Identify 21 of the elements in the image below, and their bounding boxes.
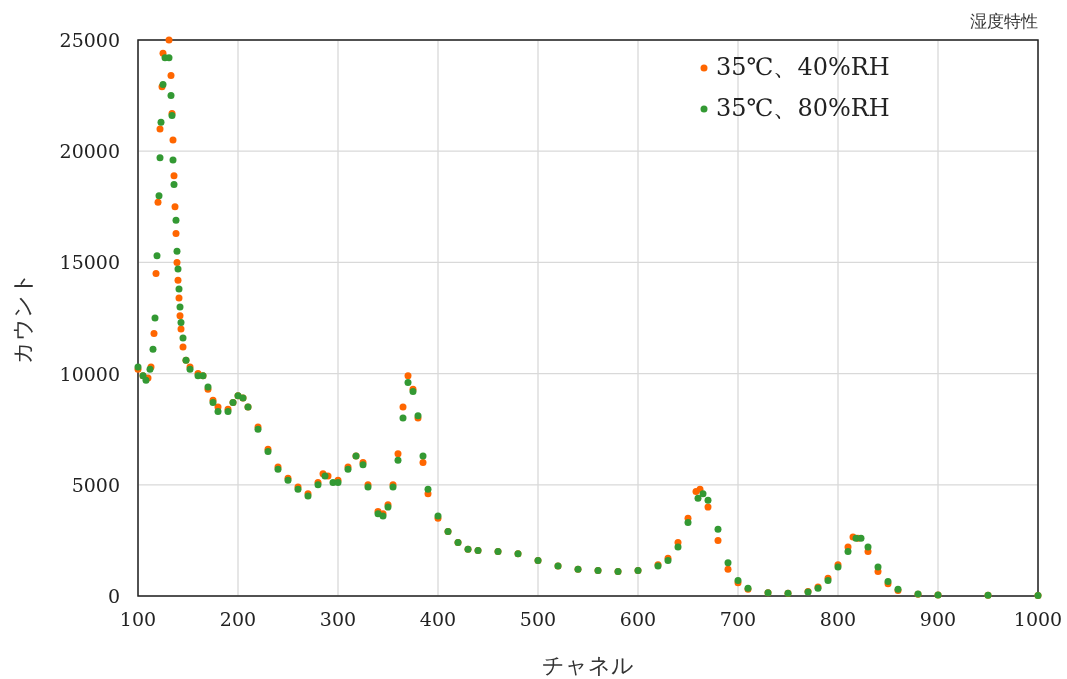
y-tick-label: 15000	[59, 251, 120, 274]
y-tick-label: 10000	[59, 362, 120, 385]
x-tick-label: 200	[219, 608, 257, 630]
x-axis-title: チャネル	[542, 653, 634, 678]
x-tick-label: 500	[519, 608, 557, 630]
x-tick-label: 1000	[1013, 608, 1063, 630]
y-tick-label: 25000	[59, 29, 120, 51]
x-tick-label: 100	[119, 608, 157, 630]
chart-title: 湿度特性	[970, 11, 1038, 31]
y-tick-label: 0	[107, 585, 120, 607]
x-tick-label: 700	[719, 608, 757, 630]
y-axis-title: カウント	[10, 272, 35, 364]
x-tick-label: 300	[319, 608, 357, 630]
legend-label: 35℃、80%RH	[716, 94, 890, 122]
y-tick-label: 20000	[59, 140, 120, 163]
legend-label: 35℃、40%RH	[716, 53, 890, 81]
x-tick-label: 900	[919, 608, 957, 630]
x-tick-label: 600	[619, 608, 657, 630]
x-tick-label: 800	[819, 608, 857, 630]
y-tick-label: 5000	[71, 473, 120, 496]
x-tick-label: 400	[419, 608, 457, 630]
